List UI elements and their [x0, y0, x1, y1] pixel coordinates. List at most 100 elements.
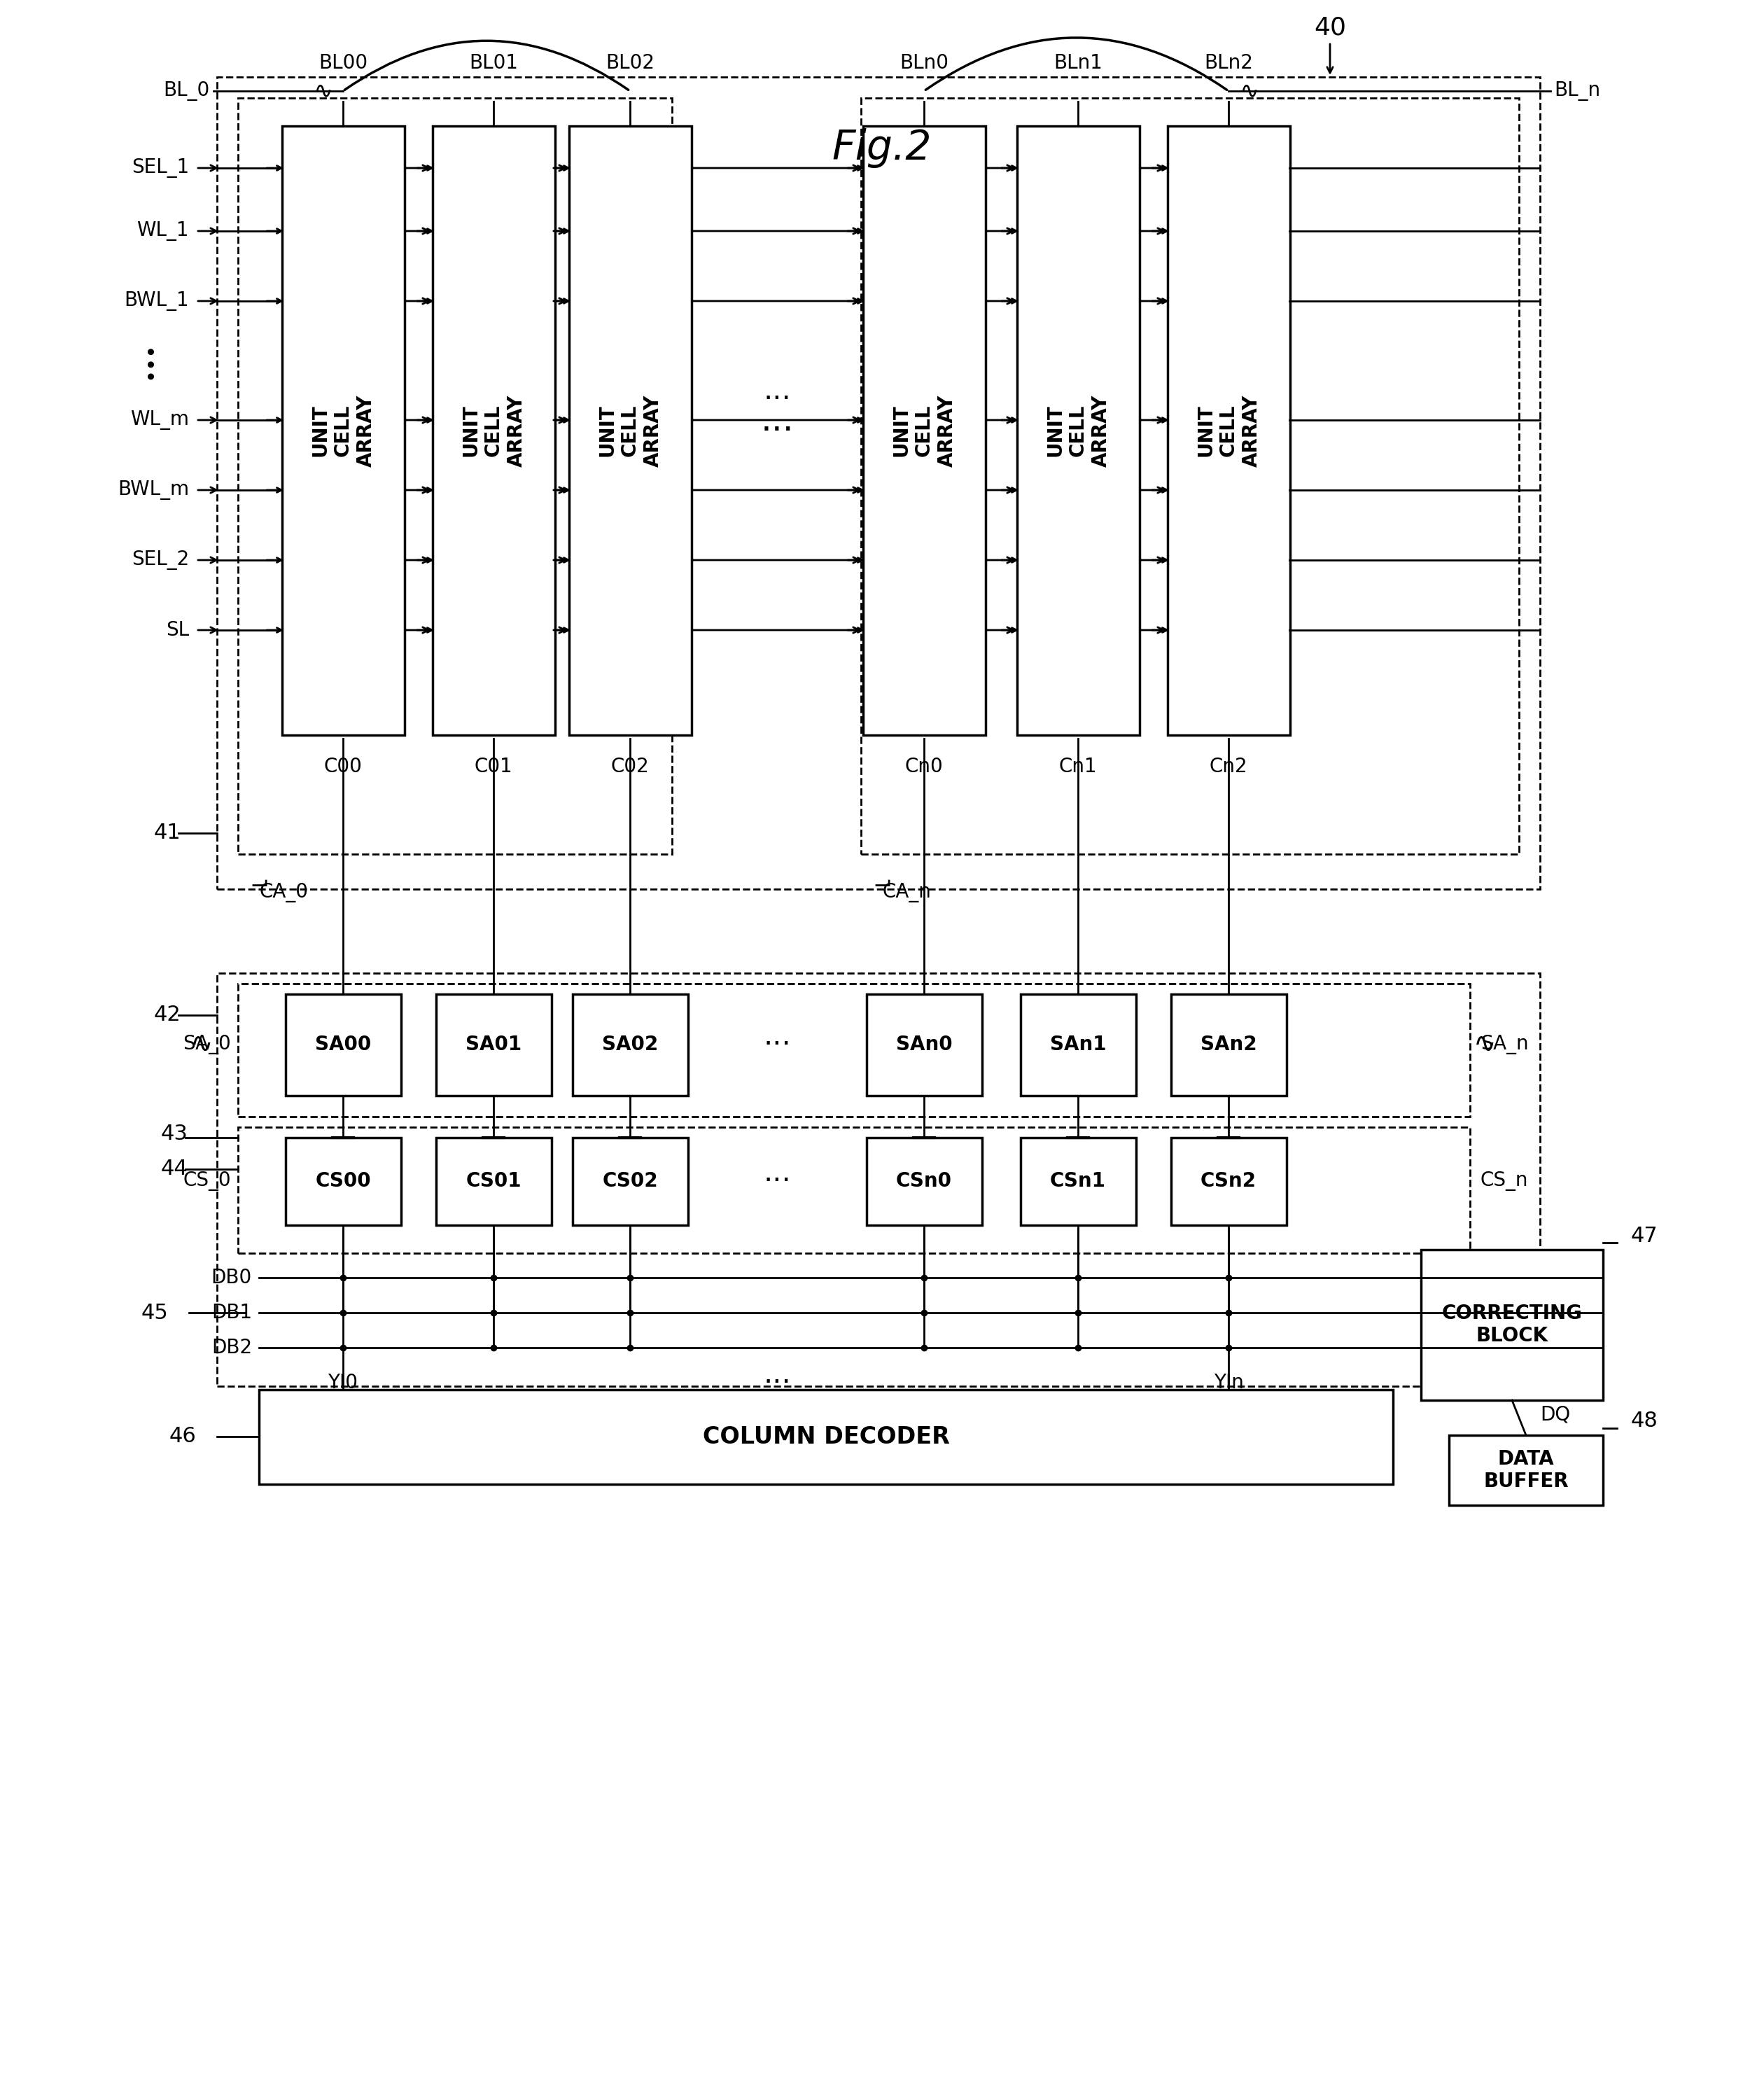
- Text: BWL_1: BWL_1: [123, 290, 189, 311]
- Text: 43: 43: [161, 1124, 189, 1144]
- Text: CORRECTING
BLOCK: CORRECTING BLOCK: [1441, 1304, 1582, 1345]
- Bar: [1018, 126, 1140, 736]
- Text: ···: ···: [764, 1368, 790, 1397]
- Text: UNIT
CELL
ARRAY: UNIT CELL ARRAY: [310, 394, 376, 466]
- Text: BL00: BL00: [319, 54, 367, 73]
- Text: 48: 48: [1632, 1412, 1658, 1430]
- Bar: [1168, 126, 1289, 736]
- Text: ∿: ∿: [1473, 1030, 1496, 1057]
- Text: BLn2: BLn2: [1205, 54, 1252, 73]
- Text: CSn0: CSn0: [896, 1171, 953, 1190]
- Bar: [1171, 1138, 1286, 1225]
- Text: SA_0: SA_0: [183, 1034, 231, 1055]
- Text: BL_0: BL_0: [164, 81, 210, 102]
- Text: YI0: YI0: [328, 1372, 358, 1393]
- Text: SL: SL: [166, 620, 189, 641]
- Bar: [863, 126, 986, 736]
- Text: SA01: SA01: [466, 1034, 522, 1055]
- Text: C02: C02: [610, 757, 649, 777]
- Text: DB1: DB1: [212, 1304, 252, 1323]
- Text: SAn1: SAn1: [1050, 1034, 1106, 1055]
- Bar: [238, 97, 672, 854]
- Text: ···: ···: [764, 384, 790, 415]
- Text: CA_n: CA_n: [882, 883, 931, 902]
- Text: SAn2: SAn2: [1200, 1034, 1256, 1055]
- Text: BL_n: BL_n: [1554, 81, 1600, 102]
- Text: CS_0: CS_0: [183, 1171, 231, 1190]
- Text: UNIT
CELL
ARRAY: UNIT CELL ARRAY: [1046, 394, 1111, 466]
- Text: DB0: DB0: [212, 1269, 252, 1287]
- Text: C01: C01: [475, 757, 513, 777]
- Text: 47: 47: [1632, 1225, 1658, 1246]
- Text: ∿: ∿: [191, 1030, 213, 1057]
- Text: ···: ···: [764, 1030, 790, 1059]
- Text: WL_1: WL_1: [138, 222, 189, 240]
- Bar: [866, 995, 983, 1097]
- Text: 45: 45: [141, 1302, 168, 1323]
- Text: C00: C00: [325, 757, 362, 777]
- Text: ···: ···: [760, 415, 794, 448]
- Text: CSn2: CSn2: [1201, 1171, 1256, 1190]
- Text: BL01: BL01: [469, 54, 519, 73]
- Bar: [1021, 1138, 1136, 1225]
- Bar: [282, 126, 404, 736]
- Text: ⌐: ⌐: [245, 871, 265, 893]
- Bar: [570, 126, 691, 736]
- Text: Cn1: Cn1: [1058, 757, 1097, 777]
- Text: SEL_2: SEL_2: [132, 549, 189, 570]
- Text: BLn0: BLn0: [900, 54, 949, 73]
- Text: SA_n: SA_n: [1480, 1034, 1529, 1055]
- Text: COLUMN DECODER: COLUMN DECODER: [702, 1424, 949, 1449]
- Text: BL02: BL02: [605, 54, 654, 73]
- Text: •••: •••: [141, 342, 161, 379]
- Text: WL_m: WL_m: [131, 410, 189, 429]
- Bar: [432, 126, 556, 736]
- Bar: [1448, 1435, 1603, 1505]
- Text: Fig.2: Fig.2: [833, 129, 931, 168]
- Bar: [259, 1389, 1394, 1484]
- Bar: [573, 1138, 688, 1225]
- Text: SA02: SA02: [602, 1034, 658, 1055]
- Bar: [238, 1128, 1469, 1254]
- Text: 42: 42: [153, 1005, 182, 1026]
- Bar: [1422, 1250, 1603, 1399]
- Bar: [286, 995, 400, 1097]
- Bar: [238, 985, 1469, 1117]
- Text: ⌐: ⌐: [868, 871, 887, 893]
- Text: 44: 44: [161, 1159, 189, 1180]
- Bar: [866, 1138, 983, 1225]
- Text: CS01: CS01: [466, 1171, 522, 1190]
- Text: ···: ···: [764, 1167, 790, 1196]
- Text: UNIT
CELL
ARRAY: UNIT CELL ARRAY: [598, 394, 663, 466]
- Bar: [217, 77, 1540, 889]
- Text: UNIT
CELL
ARRAY: UNIT CELL ARRAY: [460, 394, 526, 466]
- Text: 40: 40: [1314, 17, 1346, 39]
- Text: CA_0: CA_0: [259, 883, 309, 902]
- Text: DATA
BUFFER: DATA BUFFER: [1484, 1449, 1568, 1490]
- Text: UNIT
CELL
ARRAY: UNIT CELL ARRAY: [1196, 394, 1261, 466]
- Bar: [1021, 995, 1136, 1097]
- Text: DQ: DQ: [1540, 1403, 1570, 1424]
- Text: BLn1: BLn1: [1053, 54, 1102, 73]
- Text: CS_n: CS_n: [1480, 1171, 1528, 1190]
- Bar: [1171, 995, 1286, 1097]
- Text: 46: 46: [169, 1426, 196, 1447]
- Text: YIn: YIn: [1214, 1372, 1244, 1393]
- Text: BWL_m: BWL_m: [118, 481, 189, 500]
- Text: Cn0: Cn0: [905, 757, 944, 777]
- Text: 41: 41: [153, 823, 182, 844]
- Bar: [436, 1138, 552, 1225]
- Text: ∿: ∿: [1238, 79, 1258, 102]
- Bar: [217, 972, 1540, 1387]
- Text: SEL_1: SEL_1: [132, 158, 189, 178]
- Text: Cn2: Cn2: [1210, 757, 1247, 777]
- Bar: [436, 995, 552, 1097]
- Text: UNIT
CELL
ARRAY: UNIT CELL ARRAY: [891, 394, 956, 466]
- Text: DB2: DB2: [212, 1337, 252, 1358]
- Text: SAn0: SAn0: [896, 1034, 953, 1055]
- Bar: [286, 1138, 400, 1225]
- Text: ∿: ∿: [312, 79, 332, 102]
- Bar: [861, 97, 1519, 854]
- Text: CSn1: CSn1: [1050, 1171, 1106, 1190]
- Text: SA00: SA00: [316, 1034, 370, 1055]
